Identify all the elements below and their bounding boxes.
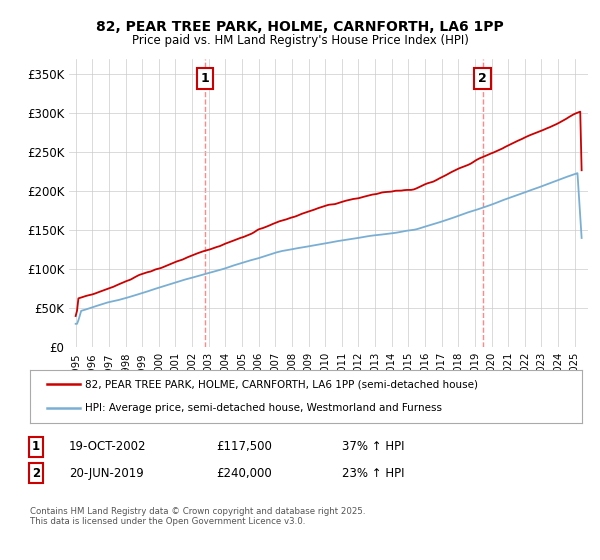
Text: 20-JUN-2019: 20-JUN-2019 (69, 466, 144, 480)
Text: 82, PEAR TREE PARK, HOLME, CARNFORTH, LA6 1PP (semi-detached house): 82, PEAR TREE PARK, HOLME, CARNFORTH, LA… (85, 380, 478, 390)
Text: Contains HM Land Registry data © Crown copyright and database right 2025.
This d: Contains HM Land Registry data © Crown c… (30, 507, 365, 526)
Text: 19-OCT-2002: 19-OCT-2002 (69, 440, 146, 454)
Text: 82, PEAR TREE PARK, HOLME, CARNFORTH, LA6 1PP: 82, PEAR TREE PARK, HOLME, CARNFORTH, LA… (96, 20, 504, 34)
Text: HPI: Average price, semi-detached house, Westmorland and Furness: HPI: Average price, semi-detached house,… (85, 403, 442, 413)
Text: Price paid vs. HM Land Registry's House Price Index (HPI): Price paid vs. HM Land Registry's House … (131, 34, 469, 46)
Text: 37% ↑ HPI: 37% ↑ HPI (342, 440, 404, 454)
Text: 2: 2 (32, 466, 40, 480)
Text: 1: 1 (201, 72, 209, 85)
Text: 1: 1 (32, 440, 40, 454)
Text: £117,500: £117,500 (216, 440, 272, 454)
Text: 23% ↑ HPI: 23% ↑ HPI (342, 466, 404, 480)
Text: 2: 2 (478, 72, 487, 85)
Text: £240,000: £240,000 (216, 466, 272, 480)
